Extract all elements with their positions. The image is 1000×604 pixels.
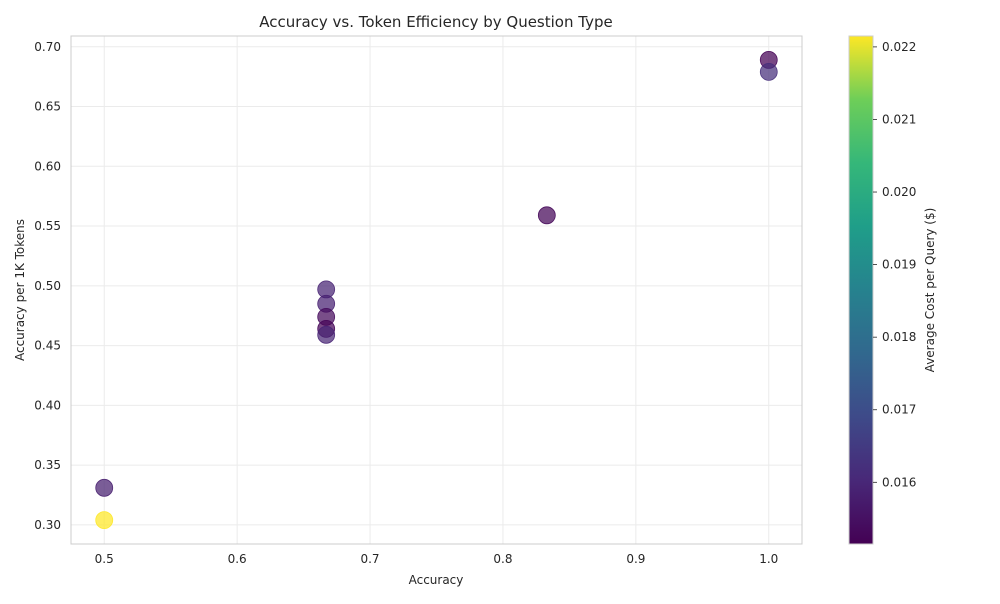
y-axis-label: Accuracy per 1K Tokens bbox=[13, 219, 27, 361]
colorbar-tick-label: 0.021 bbox=[882, 112, 916, 126]
scatter-point bbox=[95, 478, 114, 497]
x-tick-label: 1.0 bbox=[759, 552, 778, 566]
colorbar-tick-label: 0.019 bbox=[882, 258, 916, 272]
plot-frame bbox=[70, 35, 803, 545]
colorbar-tick-label: 0.016 bbox=[882, 475, 916, 489]
y-tick-label: 0.45 bbox=[34, 339, 61, 353]
y-tick-label: 0.60 bbox=[34, 159, 61, 173]
x-tick-label: 0.5 bbox=[95, 552, 114, 566]
y-tick-label: 0.70 bbox=[34, 40, 61, 54]
colorbar-tick-label: 0.017 bbox=[882, 403, 916, 417]
chart-title: Accuracy vs. Token Efficiency by Questio… bbox=[259, 13, 612, 31]
x-axis-label: Accuracy bbox=[409, 573, 464, 587]
scatter-point bbox=[759, 62, 778, 81]
y-tick-label: 0.50 bbox=[34, 279, 61, 293]
colorbar-tick-label: 0.022 bbox=[882, 40, 916, 54]
y-tick-label: 0.40 bbox=[34, 398, 61, 412]
colorbar-label: Average Cost per Query ($) bbox=[923, 208, 937, 373]
colorbar bbox=[848, 35, 874, 545]
scatter-point bbox=[537, 206, 556, 225]
y-tick-label: 0.55 bbox=[34, 219, 61, 233]
colorbar-tick-label: 0.020 bbox=[882, 185, 916, 199]
x-tick-labels: 0.5 0.6 0.7 0.8 0.9 1.0 bbox=[95, 552, 779, 566]
grid bbox=[71, 36, 802, 544]
y-tick-label: 0.65 bbox=[34, 100, 61, 114]
x-tick-label: 0.7 bbox=[360, 552, 379, 566]
y-tick-labels: 0.30 0.35 0.40 0.45 0.50 0.55 0.60 0.65 0.70 bbox=[34, 40, 61, 532]
x-tick-label: 0.9 bbox=[626, 552, 645, 566]
scatter-point bbox=[95, 511, 114, 529]
y-tick-label: 0.35 bbox=[34, 458, 61, 472]
data-points bbox=[95, 51, 778, 529]
colorbar-tick-labels: 0.016 0.017 0.018 0.019 0.020 0.021 0.022 bbox=[873, 40, 916, 489]
scatter-point bbox=[317, 325, 336, 344]
y-tick-label: 0.30 bbox=[34, 518, 61, 532]
colorbar-tick-label: 0.018 bbox=[882, 330, 916, 344]
x-tick-label: 0.8 bbox=[493, 552, 512, 566]
x-tick-label: 0.6 bbox=[228, 552, 247, 566]
